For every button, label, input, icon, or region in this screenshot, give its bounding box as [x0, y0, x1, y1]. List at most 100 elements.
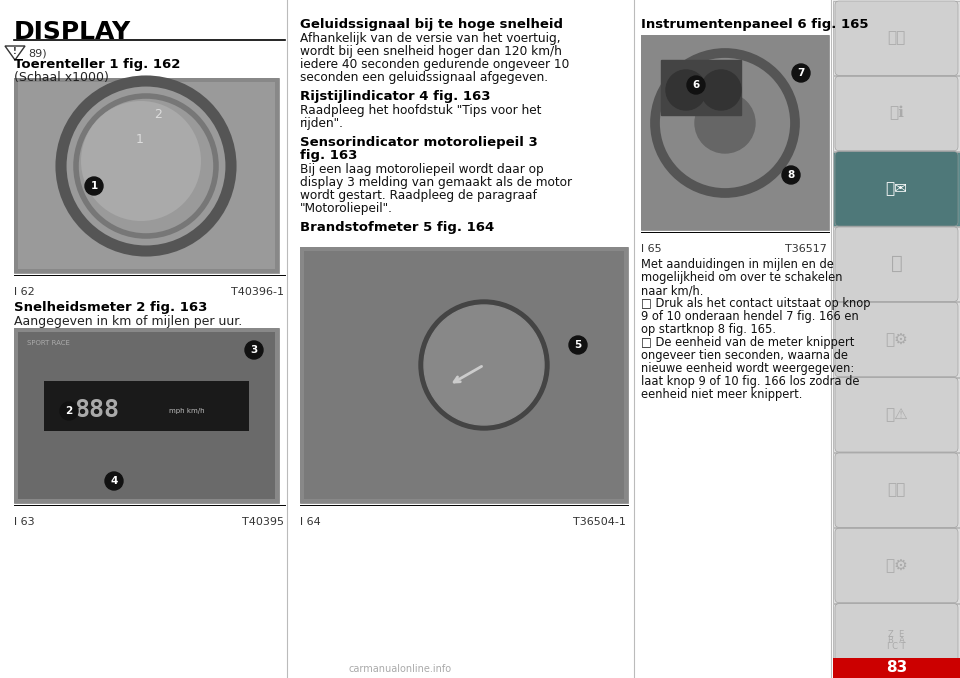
- Text: Met aanduidingen in mijlen en de: Met aanduidingen in mijlen en de: [641, 258, 834, 271]
- Bar: [14, 78, 18, 273]
- Circle shape: [245, 341, 263, 359]
- Text: wordt gestart. Raadpleeg de paragraaf: wordt gestart. Raadpleeg de paragraaf: [300, 189, 537, 202]
- Text: Bij een laag motoroliepeil wordt daar op: Bij een laag motoroliepeil wordt daar op: [300, 163, 543, 176]
- Bar: [833, 528, 960, 603]
- Text: (Schaal x1000): (Schaal x1000): [14, 71, 108, 84]
- Bar: [14, 78, 279, 273]
- Circle shape: [666, 70, 706, 110]
- Text: 🔧⚙: 🔧⚙: [885, 332, 908, 346]
- Text: "Motoroliepeil".: "Motoroliepeil".: [300, 202, 393, 215]
- FancyBboxPatch shape: [835, 227, 958, 301]
- FancyBboxPatch shape: [835, 453, 958, 527]
- Bar: [14, 499, 279, 503]
- Bar: [833, 1, 960, 75]
- Text: seconden een geluidssignaal afgegeven.: seconden een geluidssignaal afgegeven.: [300, 71, 548, 84]
- Text: l 62: l 62: [14, 287, 35, 297]
- Text: 🚗ℹ: 🚗ℹ: [889, 106, 904, 121]
- Text: rijden".: rijden".: [300, 117, 344, 130]
- Text: T36517: T36517: [785, 244, 827, 254]
- Text: DISPLAY: DISPLAY: [14, 20, 132, 44]
- Text: eenheid niet meer knippert.: eenheid niet meer knippert.: [641, 388, 803, 401]
- FancyBboxPatch shape: [835, 378, 958, 452]
- Text: Rijstijlindicator 4 fig. 163: Rijstijlindicator 4 fig. 163: [300, 90, 491, 103]
- Text: 💡✉: 💡✉: [885, 181, 907, 196]
- Bar: [641, 226, 829, 230]
- Bar: [0, 0, 833, 678]
- Text: 9 of 10 onderaan hendel 7 fig. 166 en: 9 of 10 onderaan hendel 7 fig. 166 en: [641, 310, 859, 323]
- Text: □ Druk als het contact uitstaat op knop: □ Druk als het contact uitstaat op knop: [641, 297, 871, 310]
- Text: l 64: l 64: [300, 517, 321, 527]
- Bar: [661, 60, 741, 115]
- Text: nieuwe eenheid wordt weergegeven:: nieuwe eenheid wordt weergegeven:: [641, 362, 854, 375]
- Circle shape: [60, 402, 78, 420]
- Text: ongeveer tien seconden, waarna de: ongeveer tien seconden, waarna de: [641, 349, 848, 362]
- Text: 3: 3: [251, 345, 257, 355]
- Circle shape: [687, 76, 705, 94]
- Bar: [825, 35, 829, 230]
- Text: Afhankelijk van de versie van het voertuig,: Afhankelijk van de versie van het voertu…: [300, 32, 561, 45]
- Circle shape: [85, 177, 103, 195]
- Text: op startknop 8 fig. 165.: op startknop 8 fig. 165.: [641, 323, 776, 336]
- Text: Z  E: Z E: [888, 630, 904, 639]
- Text: carmanualonline.info: carmanualonline.info: [348, 664, 451, 674]
- Text: 1: 1: [136, 133, 144, 146]
- Bar: [44, 381, 249, 431]
- Bar: [300, 499, 628, 503]
- Text: Sensorindicator motoroliepeil 3: Sensorindicator motoroliepeil 3: [300, 136, 538, 149]
- Text: T40395: T40395: [242, 517, 284, 527]
- Circle shape: [105, 472, 123, 490]
- Text: 🚗🔍: 🚗🔍: [887, 30, 905, 45]
- Bar: [14, 328, 18, 503]
- Bar: [833, 302, 960, 377]
- Bar: [275, 328, 279, 503]
- Text: SPORT RACE: SPORT RACE: [27, 340, 70, 346]
- FancyBboxPatch shape: [835, 1, 958, 75]
- Text: 4: 4: [110, 476, 118, 486]
- Text: 1: 1: [90, 181, 98, 191]
- Bar: [14, 328, 279, 332]
- FancyBboxPatch shape: [835, 603, 958, 678]
- Bar: [300, 247, 628, 503]
- Bar: [833, 378, 960, 452]
- Text: Geluidssignaal bij te hoge snelheid: Geluidssignaal bij te hoge snelheid: [300, 18, 563, 31]
- Bar: [641, 35, 829, 230]
- Text: 7: 7: [798, 68, 804, 78]
- Bar: [300, 247, 628, 251]
- Bar: [833, 227, 960, 301]
- Text: 📋⚙: 📋⚙: [885, 557, 908, 572]
- Text: 6: 6: [692, 80, 700, 90]
- Circle shape: [782, 166, 800, 184]
- Text: T40396-1: T40396-1: [231, 287, 284, 297]
- Text: 🚗⚠: 🚗⚠: [885, 407, 908, 422]
- Text: mph km/h: mph km/h: [169, 408, 204, 414]
- Bar: [833, 77, 960, 151]
- Bar: [641, 35, 645, 230]
- Text: 83: 83: [886, 660, 907, 675]
- Circle shape: [419, 300, 549, 430]
- Text: 8: 8: [787, 170, 795, 180]
- Bar: [833, 0, 960, 678]
- Text: 🚗🔧: 🚗🔧: [887, 482, 905, 497]
- Text: B  A: B A: [888, 636, 905, 645]
- Text: T36504-1: T36504-1: [573, 517, 626, 527]
- Text: Aangegeven in km of mijlen per uur.: Aangegeven in km of mijlen per uur.: [14, 315, 242, 328]
- FancyBboxPatch shape: [835, 152, 958, 226]
- Text: l 65: l 65: [641, 244, 661, 254]
- Text: 89): 89): [28, 48, 47, 58]
- Bar: [624, 247, 628, 503]
- Text: Brandstofmeter 5 fig. 164: Brandstofmeter 5 fig. 164: [300, 221, 494, 234]
- FancyBboxPatch shape: [835, 77, 958, 151]
- Text: iedere 40 seconden gedurende ongeveer 10: iedere 40 seconden gedurende ongeveer 10: [300, 58, 569, 71]
- Circle shape: [569, 336, 587, 354]
- Bar: [14, 269, 279, 273]
- Bar: [833, 453, 960, 527]
- Circle shape: [81, 101, 201, 221]
- Text: Snelheidsmeter 2 fig. 163: Snelheidsmeter 2 fig. 163: [14, 301, 207, 314]
- Text: fig. 163: fig. 163: [300, 149, 357, 162]
- Bar: [300, 247, 304, 503]
- Bar: [833, 658, 960, 678]
- Text: Toerenteller 1 fig. 162: Toerenteller 1 fig. 162: [14, 58, 180, 71]
- Bar: [14, 78, 279, 82]
- Circle shape: [792, 64, 810, 82]
- Text: □ De eenheid van de meter knippert: □ De eenheid van de meter knippert: [641, 336, 854, 349]
